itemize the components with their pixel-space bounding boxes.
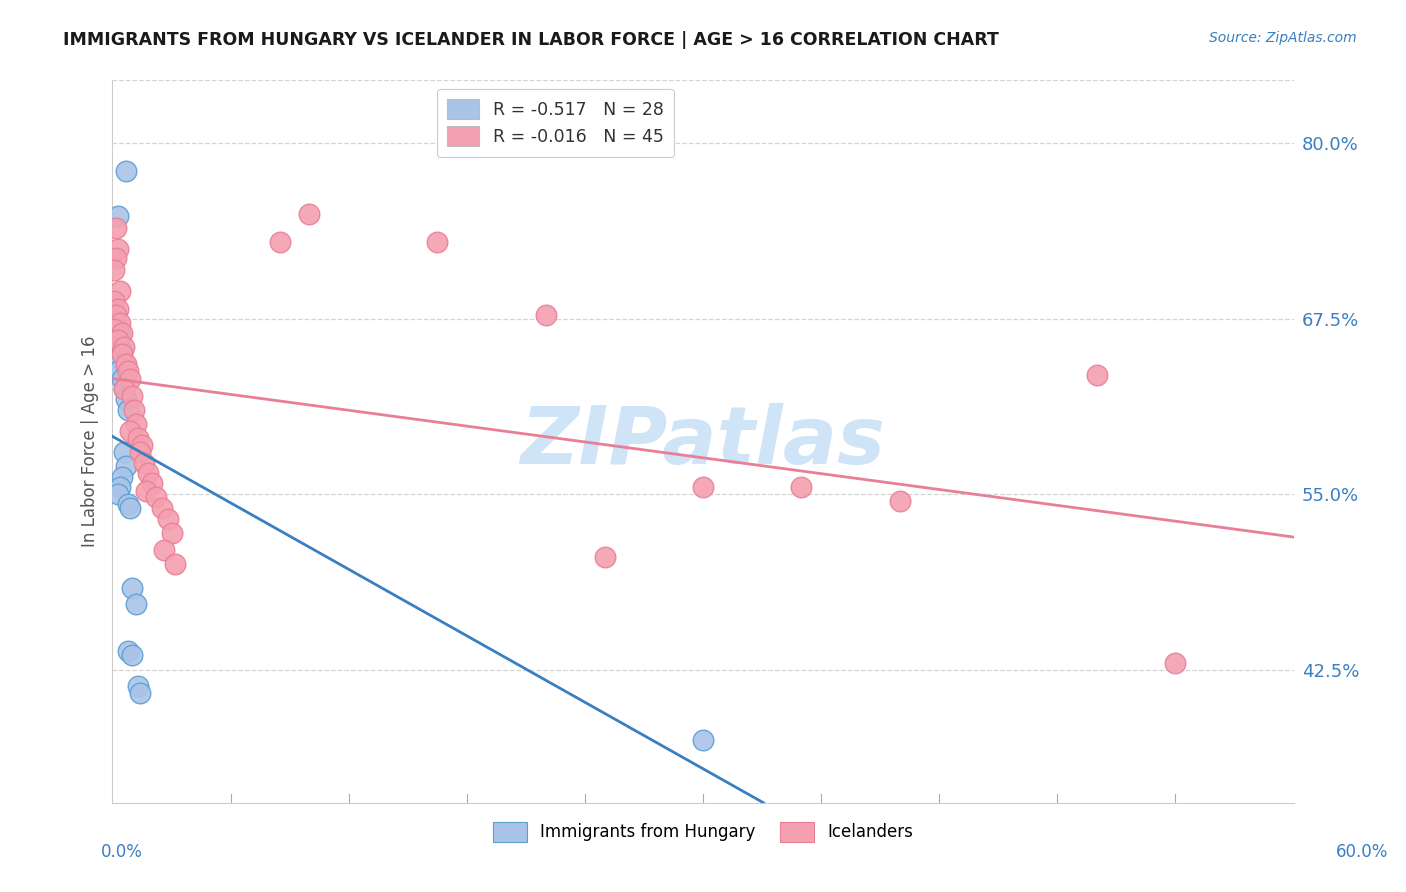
Point — [105, 316, 128, 330]
Point — [120, 372, 142, 386]
Point — [107, 364, 129, 378]
Point — [110, 284, 132, 298]
Point — [115, 357, 138, 371]
Point — [115, 459, 138, 474]
Y-axis label: In Labor Force | Age > 16: In Labor Force | Age > 16 — [80, 335, 98, 548]
Point — [889, 494, 911, 508]
Point — [111, 470, 134, 484]
Point — [107, 333, 129, 347]
Point — [145, 490, 167, 504]
Point — [111, 344, 134, 359]
Point — [534, 308, 557, 322]
Point — [117, 364, 139, 378]
Point — [103, 262, 125, 277]
Point — [115, 392, 138, 406]
Point — [110, 328, 132, 343]
Point — [692, 732, 714, 747]
Point — [105, 308, 128, 322]
Point — [112, 445, 135, 459]
Point — [105, 335, 128, 350]
Text: 0.0%: 0.0% — [101, 843, 142, 861]
Point — [135, 484, 157, 499]
Point — [129, 445, 152, 459]
Point — [141, 475, 163, 490]
Point — [111, 347, 134, 361]
Point — [122, 403, 145, 417]
Point — [165, 558, 187, 572]
Point — [692, 480, 714, 494]
Point — [120, 424, 142, 438]
Point — [107, 487, 129, 501]
Point — [107, 321, 129, 335]
Point — [117, 497, 139, 511]
Point — [593, 550, 616, 565]
Point — [790, 480, 813, 494]
Point — [298, 206, 321, 220]
Point — [150, 501, 173, 516]
Point — [132, 456, 155, 470]
Point — [111, 326, 134, 340]
Point — [127, 431, 149, 445]
Point — [125, 597, 148, 611]
Point — [152, 543, 174, 558]
Point — [426, 235, 449, 249]
Text: ZIPatlas: ZIPatlas — [520, 402, 886, 481]
Text: 60.0%: 60.0% — [1336, 843, 1388, 861]
Point — [103, 321, 125, 335]
Point — [105, 220, 128, 235]
Point — [160, 526, 183, 541]
Point — [117, 403, 139, 417]
Point — [107, 242, 129, 256]
Point — [111, 372, 134, 386]
Point — [107, 210, 129, 224]
Point — [1164, 656, 1187, 670]
Point — [110, 316, 132, 330]
Point — [112, 382, 135, 396]
Point — [115, 164, 138, 178]
Point — [269, 235, 291, 249]
Point — [103, 293, 125, 308]
Point — [112, 357, 135, 371]
Point — [110, 350, 132, 364]
Text: Source: ZipAtlas.com: Source: ZipAtlas.com — [1209, 31, 1357, 45]
Point — [127, 679, 149, 693]
Point — [156, 512, 179, 526]
Text: IMMIGRANTS FROM HUNGARY VS ICELANDER IN LABOR FORCE | AGE > 16 CORRELATION CHART: IMMIGRANTS FROM HUNGARY VS ICELANDER IN … — [63, 31, 1000, 49]
Point — [105, 252, 128, 266]
Point — [121, 648, 143, 663]
Point — [125, 417, 148, 431]
Point — [121, 581, 143, 595]
Point — [131, 438, 153, 452]
Point — [1085, 368, 1108, 382]
Point — [112, 382, 135, 396]
Point — [121, 389, 143, 403]
Point — [110, 480, 132, 494]
Point — [117, 644, 139, 658]
Point — [120, 501, 142, 516]
Point — [129, 686, 152, 700]
Point — [112, 340, 135, 354]
Point — [136, 466, 159, 480]
Legend: Immigrants from Hungary, Icelanders: Immigrants from Hungary, Icelanders — [486, 815, 920, 848]
Point — [107, 301, 129, 316]
